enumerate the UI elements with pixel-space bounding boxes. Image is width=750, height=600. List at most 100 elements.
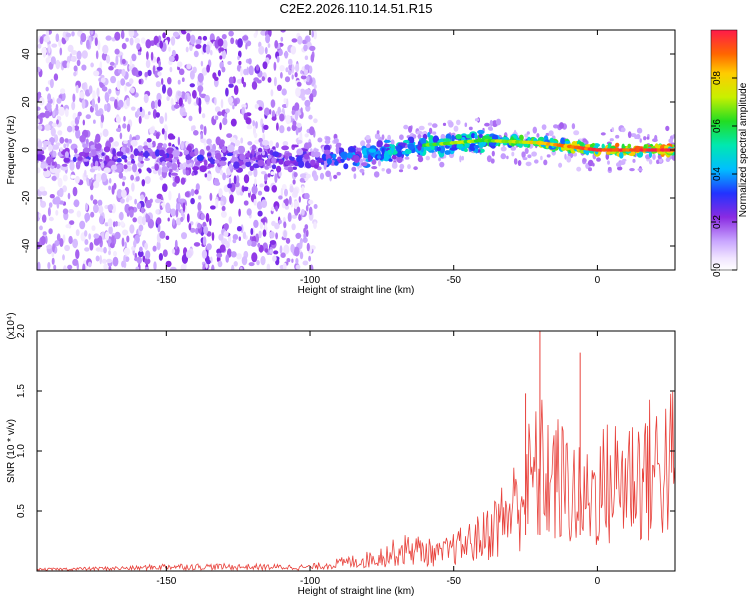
spectrogram-noise-blob — [258, 45, 265, 55]
spectrogram-ridge-blob — [606, 151, 611, 155]
spectrogram-ridge-blob — [185, 154, 191, 161]
spectrogram-noise-blob — [196, 96, 199, 106]
spectrogram-noise-blob — [77, 111, 82, 117]
spectrogram-ridge-blob — [140, 160, 144, 164]
spectrogram-noise-blob — [59, 136, 65, 144]
spectrogram-noise-blob — [177, 136, 181, 146]
spectrogram-noise-blob — [219, 55, 223, 60]
spectrogram-noise-blob — [138, 70, 143, 77]
spectrogram-noise-blob — [81, 82, 86, 90]
spectrogram-noise-blob — [259, 183, 264, 188]
spectrogram-noise-blob — [456, 119, 461, 126]
spectrogram-noise-blob — [137, 215, 144, 225]
spectrogram-noise-blob — [295, 232, 302, 239]
spectrogram-noise-blob — [185, 46, 189, 53]
spectrogram-ridge-blob — [353, 155, 360, 164]
spectrogram-noise-blob — [124, 203, 130, 214]
spectrogram-noise-blob — [168, 46, 171, 52]
spectrogram-noise-blob — [269, 231, 275, 239]
spectrogram-noise-blob — [229, 194, 234, 204]
spectrogram-ridge-blob — [456, 143, 464, 149]
spectrogram-ridge-blob — [48, 145, 53, 150]
spectrogram-noise-blob — [94, 103, 99, 112]
spectrogram-noise-blob — [329, 174, 332, 182]
spectrogram-noise-blob — [247, 170, 253, 176]
spectrogram-noise-blob — [218, 188, 223, 198]
spectrogram-noise-blob — [48, 202, 53, 208]
spectrogram-noise-blob — [162, 183, 168, 192]
spectrogram-noise-blob — [432, 123, 438, 128]
spectrogram-noise-blob — [279, 65, 285, 72]
spectrogram-noise-blob — [251, 252, 258, 263]
spectrogram-noise-blob — [289, 185, 294, 193]
spectrogram-ridge-blob — [292, 166, 298, 170]
spectrogram-ridge-blob — [233, 161, 240, 169]
spectrogram-noise-blob — [122, 181, 125, 187]
spectrogram-noise-blob — [629, 168, 635, 172]
spectrogram-noise-blob — [242, 231, 247, 240]
spectrogram-noise-blob — [123, 254, 126, 264]
spectrogram-noise-blob — [313, 84, 317, 90]
spectrogram-ridge-blob — [214, 159, 220, 164]
spectrogram-noise-blob — [91, 225, 96, 232]
spectrogram-ridge-blob — [161, 161, 166, 167]
spectrogram-noise-blob — [391, 162, 398, 169]
spectrogram-ridge-blob — [396, 155, 403, 164]
spectrogram-noise-blob — [279, 113, 285, 122]
spectrogram-noise-blob — [404, 156, 410, 160]
spectrogram-noise-blob — [403, 124, 409, 130]
spectrogram-ridge-blob — [203, 159, 208, 167]
spectrogram-noise-blob — [267, 77, 272, 83]
spectrogram-noise-blob — [251, 185, 258, 195]
spectrogram-noise-blob — [273, 61, 277, 71]
spectrogram-ridge-blob — [210, 158, 216, 165]
spectrogram-noise-blob — [164, 130, 168, 141]
spectrogram-ridge-blob — [326, 158, 332, 165]
spectrogram-noise-blob — [187, 95, 192, 105]
spectrogram-noise-blob — [156, 66, 163, 71]
spectrogram-noise-blob — [203, 225, 209, 235]
spectrogram-noise-blob — [86, 39, 90, 50]
spectrogram-ridge-blob — [161, 166, 169, 173]
spectrogram-ridge-blob — [78, 152, 85, 157]
spectrogram-noise-blob — [223, 223, 229, 231]
spectrogram-noise-blob — [129, 209, 134, 218]
spectrogram-noise-blob — [253, 198, 257, 206]
spectrogram-noise-blob — [157, 99, 162, 107]
spectrogram-noise-blob — [240, 224, 244, 234]
spectrogram-noise-blob — [257, 210, 263, 217]
spectrogram-noise-blob — [236, 253, 242, 260]
spectrogram-noise-blob — [108, 250, 111, 256]
spectrogram-noise-blob — [265, 34, 271, 44]
spectrogram-noise-blob — [298, 196, 301, 203]
spectrogram-noise-blob — [76, 210, 82, 218]
spectrogram-noise-blob — [230, 251, 237, 258]
spectrogram-noise-blob — [112, 256, 119, 267]
spectrogram-noise-blob — [295, 63, 300, 73]
spectrogram-noise-blob — [109, 96, 116, 102]
spectrogram-ridge-blob — [287, 166, 294, 173]
spectrogram-noise-blob — [140, 206, 145, 214]
spectrogram-noise-blob — [162, 32, 166, 39]
spectrogram-ridge-blob — [144, 157, 151, 161]
spectrogram-noise-blob — [280, 252, 286, 258]
spectrogram-noise-blob — [217, 38, 224, 47]
spectrogram-noise-blob — [291, 109, 296, 115]
spectrogram-noise-blob — [215, 198, 219, 209]
spectrogram-ridge-blob — [349, 147, 356, 153]
spectrogram-noise-blob — [111, 37, 116, 42]
spectrogram-noise-blob — [439, 161, 445, 168]
colorbar-tick-label: 0.6 — [712, 119, 723, 133]
spectrogram-noise-blob — [203, 125, 207, 136]
spectrogram-noise-blob — [111, 234, 115, 245]
spectrogram-ridge-blob — [227, 144, 235, 153]
spectrogram-noise-blob — [611, 127, 615, 132]
spectrogram-noise-blob — [239, 266, 243, 270]
spectrogram-noise-blob — [607, 166, 612, 171]
spectrogram-ridge-blob — [257, 154, 262, 161]
spectrogram-noise-blob — [133, 239, 137, 248]
spectrogram-ridge-blob — [110, 164, 118, 171]
spectrogram-noise-blob — [181, 77, 185, 82]
spectrogram-noise-blob — [65, 224, 71, 229]
spectrogram-noise-blob — [261, 76, 265, 82]
